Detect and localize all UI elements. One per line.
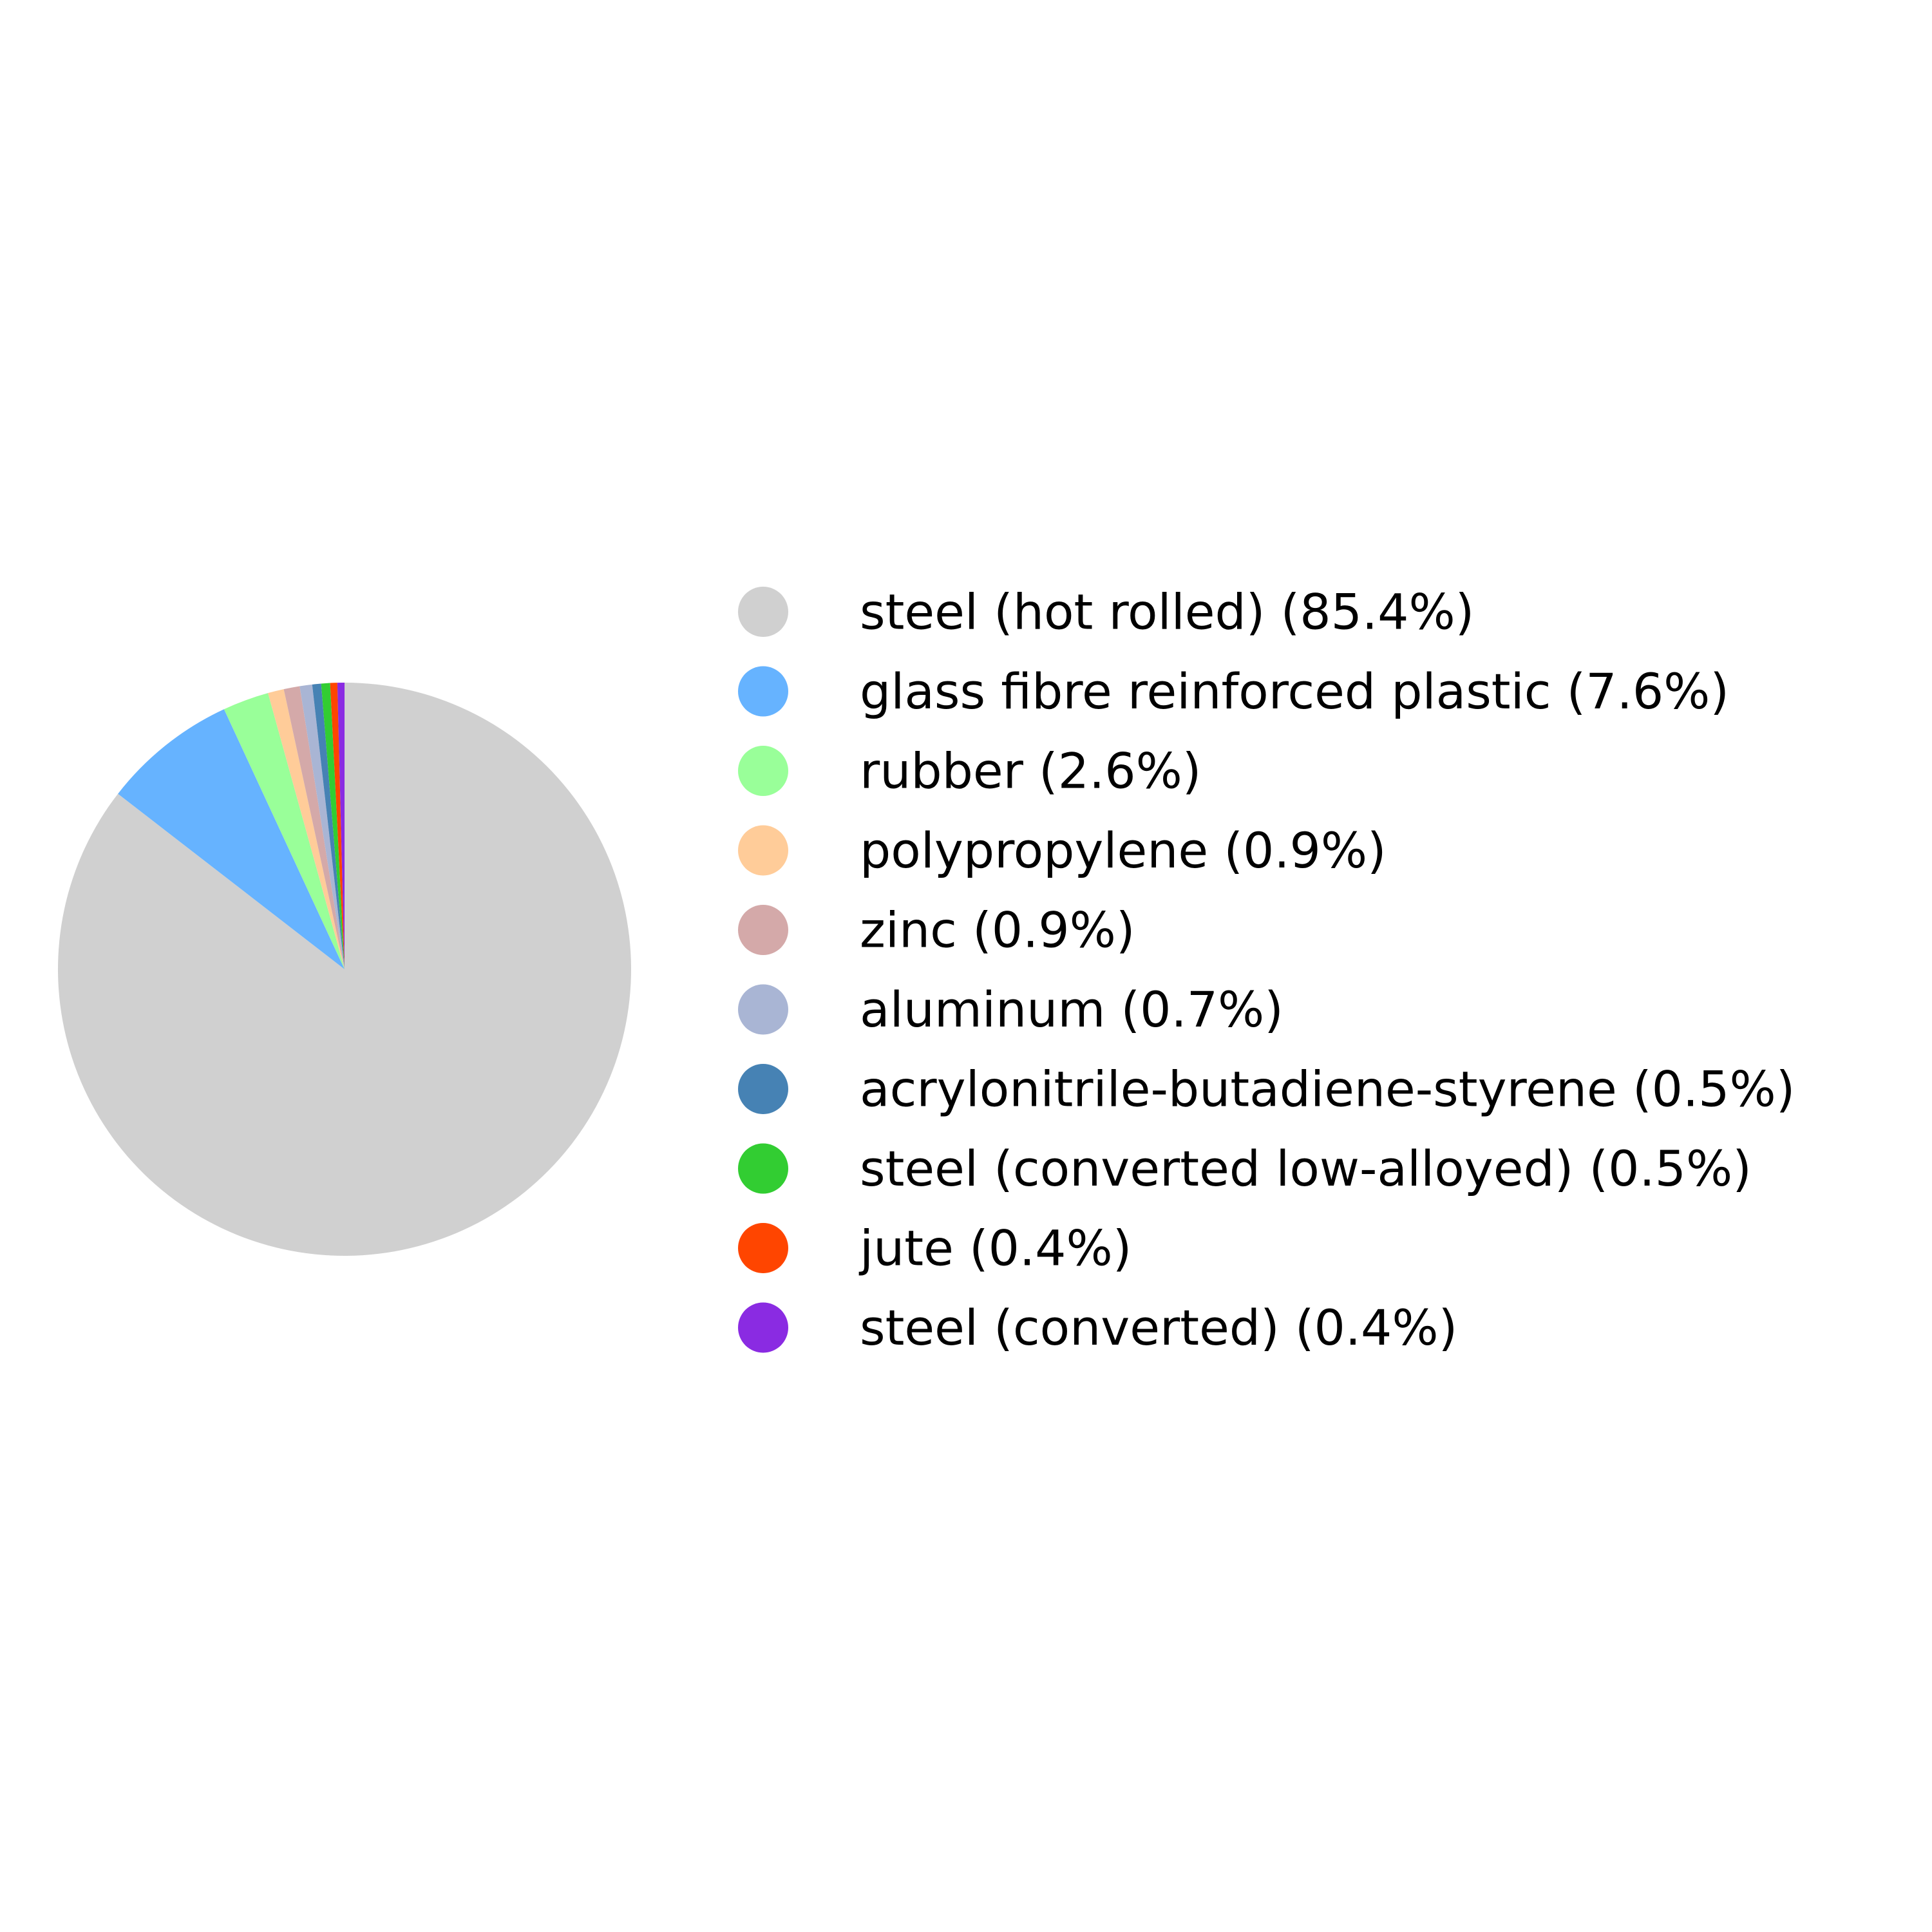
- pie-slice-2: [223, 693, 345, 969]
- legend-marker-8: [738, 1223, 788, 1273]
- legend-item: polypropylene (0.9%): [738, 822, 1387, 879]
- legend-label-3: polypropylene (0.9%): [860, 822, 1387, 879]
- pie-slice-1: [118, 709, 345, 969]
- pie-slices: [57, 683, 631, 1256]
- legend-item: rubber (2.6%): [738, 743, 1201, 800]
- pie-slice-8: [330, 683, 345, 969]
- legend-label-2: rubber (2.6%): [860, 743, 1201, 800]
- legend-label-7: steel (converted low-alloyed) (0.5%): [860, 1140, 1752, 1197]
- legend-item: acrylonitrile-butadiene-styrene (0.5%): [738, 1061, 1795, 1118]
- pie-slice-3: [268, 689, 345, 969]
- legend-item: aluminum (0.7%): [738, 981, 1283, 1038]
- legend-label-5: aluminum (0.7%): [860, 981, 1283, 1038]
- pie-slice-7: [321, 683, 345, 969]
- legend-marker-2: [738, 746, 788, 796]
- pie-slice-6: [312, 683, 345, 969]
- legend-marker-0: [738, 587, 788, 637]
- legend-marker-3: [738, 825, 788, 876]
- legend-label-9: steel (converted) (0.4%): [860, 1299, 1457, 1356]
- pie-slice-0: [57, 683, 631, 1256]
- legend-item: jute (0.4%): [738, 1220, 1132, 1277]
- legend-label-0: steel (hot rolled) (85.4%): [860, 583, 1474, 641]
- legend-label-4: zinc (0.9%): [860, 902, 1135, 959]
- legend-item: glass fibre reinforced plastic (7.6%): [738, 663, 1729, 720]
- legend-marker-1: [738, 666, 788, 717]
- pie-slice-5: [299, 684, 345, 969]
- legend-item: steel (converted low-alloyed) (0.5%): [738, 1140, 1752, 1197]
- pie-slice-9: [337, 683, 345, 969]
- legend-marker-7: [738, 1143, 788, 1194]
- legend: steel (hot rolled) (85.4%) glass fibre re…: [738, 583, 1795, 1356]
- pie-slice-4: [283, 686, 345, 969]
- legend-item: steel (converted) (0.4%): [738, 1299, 1457, 1356]
- legend-item: zinc (0.9%): [738, 902, 1135, 959]
- legend-marker-9: [738, 1302, 788, 1353]
- legend-item: steel (hot rolled) (85.4%): [738, 583, 1474, 641]
- legend-marker-6: [738, 1064, 788, 1114]
- legend-label-1: glass fibre reinforced plastic (7.6%): [860, 663, 1729, 720]
- legend-label-8: jute (0.4%): [858, 1220, 1132, 1277]
- legend-marker-4: [738, 905, 788, 955]
- legend-marker-5: [738, 984, 788, 1035]
- legend-label-6: acrylonitrile-butadiene-styrene (0.5%): [860, 1061, 1795, 1118]
